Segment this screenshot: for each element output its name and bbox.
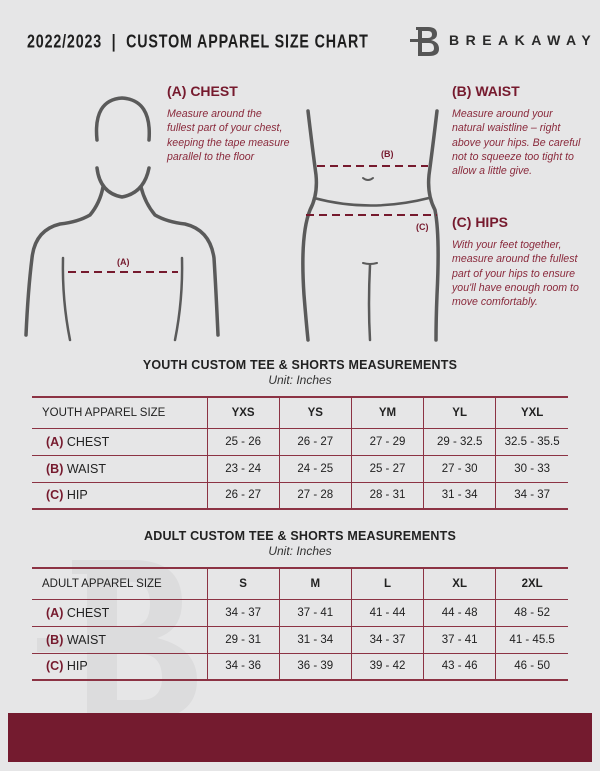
adult-size-table: ADULT APPAREL SIZE S M L XL 2XL (A) CHEST 34 - … bbox=[32, 567, 568, 681]
measurement-value: 34 - 37 bbox=[495, 481, 568, 510]
chest-figure-illustration bbox=[24, 96, 220, 342]
size-column-header: YS bbox=[278, 396, 352, 429]
adult-section-header: ADULT CUSTOM TEE & SHORTS MEASUREMENTS U… bbox=[0, 529, 600, 558]
hips-marker-label: (C) bbox=[416, 222, 429, 232]
adult-table-title: ADULT CUSTOM TEE & SHORTS MEASUREMENTS bbox=[143, 529, 456, 543]
measurement-name: CHEST bbox=[66, 434, 110, 449]
measurement-value: 27 - 29 bbox=[350, 427, 425, 456]
measurement-letter: (B) bbox=[46, 632, 64, 647]
measurement-name: WAIST bbox=[66, 632, 106, 647]
measurement-value: 41 - 45.5 bbox=[495, 625, 568, 654]
size-column-header: S bbox=[206, 567, 280, 600]
youth-unit-label: Unit: Inches bbox=[268, 373, 332, 387]
measurement-value: 27 - 28 bbox=[278, 481, 352, 510]
measurement-value: 31 - 34 bbox=[278, 625, 352, 654]
youth-table-title: YOUTH CUSTOM TEE & SHORTS MEASUREMENTS bbox=[142, 358, 458, 372]
measurement-label: (B) WAIST bbox=[32, 454, 208, 483]
measurement-label: (C) HIP bbox=[32, 481, 208, 510]
measurement-value: 25 - 27 bbox=[350, 454, 425, 483]
table-row: (C) HIP 26 - 27 27 - 28 28 - 31 31 - 34 34 - … bbox=[32, 481, 568, 510]
table-header-row: YOUTH APPAREL SIZE YXS YS YM YL YXL bbox=[32, 396, 568, 429]
page-title: 2022/2023 | CUSTOM APPAREL SIZE CHART bbox=[27, 31, 369, 52]
measurement-value: 29 - 31 bbox=[206, 625, 280, 654]
measurement-value: 28 - 31 bbox=[350, 481, 425, 510]
size-column-header: YXS bbox=[206, 396, 280, 429]
measurement-value: 46 - 50 bbox=[495, 652, 568, 681]
measurement-name: CHEST bbox=[66, 605, 110, 620]
breakaway-logo-icon bbox=[410, 27, 439, 56]
measurement-name: HIP bbox=[66, 488, 88, 503]
table-header-row: ADULT APPAREL SIZE S M L XL 2XL bbox=[32, 567, 568, 600]
measurement-value: 36 - 39 bbox=[278, 652, 352, 681]
measurement-value: 29 - 32.5 bbox=[423, 427, 497, 456]
chest-marker-label: (A) bbox=[117, 257, 130, 267]
measurement-label: (B) WAIST bbox=[32, 625, 208, 654]
size-header-label: ADULT APPAREL SIZE bbox=[32, 567, 208, 600]
table-row: (C) HIP 34 - 36 36 - 39 39 - 42 43 - 46 46 - … bbox=[32, 652, 568, 681]
measurement-value: 30 - 33 bbox=[495, 454, 568, 483]
youth-section-header: YOUTH CUSTOM TEE & SHORTS MEASUREMENTS U… bbox=[0, 358, 600, 387]
table-row: (B) WAIST 29 - 31 31 - 34 34 - 37 37 - 41 41 … bbox=[32, 625, 568, 654]
size-column-header: YM bbox=[350, 396, 425, 429]
hips-heading: (C) HIPS bbox=[452, 214, 508, 230]
waist-marker-label: (B) bbox=[381, 149, 394, 159]
youth-size-table: YOUTH APPAREL SIZE YXS YS YM YL YXL (A) CHEST 2… bbox=[32, 396, 568, 510]
measurement-value: 37 - 41 bbox=[278, 598, 352, 627]
measurement-value: 34 - 37 bbox=[350, 625, 425, 654]
measurement-value: 39 - 42 bbox=[350, 652, 425, 681]
size-column-header: 2XL bbox=[495, 567, 568, 600]
chest-instructions: Measure around the fullest part of your … bbox=[167, 108, 290, 163]
waist-hips-figure-illustration bbox=[301, 109, 440, 342]
measurement-letter: (A) bbox=[46, 605, 64, 620]
waist-heading: (B) WAIST bbox=[452, 83, 520, 99]
measurement-letter: (C) bbox=[46, 488, 64, 503]
measurement-letter: (C) bbox=[46, 659, 64, 674]
waist-instructions: Measure around your natural waistline – … bbox=[452, 108, 581, 178]
brand-name: BREAKAWAY bbox=[449, 32, 598, 48]
size-column-header: XL bbox=[423, 567, 497, 600]
measurement-value: 43 - 46 bbox=[423, 652, 497, 681]
measurement-value: 37 - 41 bbox=[423, 625, 497, 654]
adult-unit-label: Unit: Inches bbox=[268, 544, 332, 558]
measurement-value: 44 - 48 bbox=[423, 598, 497, 627]
measurement-label: (A) CHEST bbox=[32, 598, 208, 627]
measurement-value: 25 - 26 bbox=[206, 427, 280, 456]
size-column-header: M bbox=[278, 567, 352, 600]
measurement-value: 27 - 30 bbox=[423, 454, 497, 483]
table-row: (A) CHEST 25 - 26 26 - 27 27 - 29 29 - 32.5 3… bbox=[32, 427, 568, 456]
measurement-value: 26 - 27 bbox=[206, 481, 280, 510]
measurement-value: 48 - 52 bbox=[495, 598, 568, 627]
measurement-value: 34 - 36 bbox=[206, 652, 280, 681]
chest-heading: (A) CHEST bbox=[167, 83, 238, 99]
size-column-header: YL bbox=[423, 396, 497, 429]
measurement-value: 31 - 34 bbox=[423, 481, 497, 510]
measurement-value: 26 - 27 bbox=[278, 427, 352, 456]
measurement-value: 23 - 24 bbox=[206, 454, 280, 483]
measurement-label: (A) CHEST bbox=[32, 427, 208, 456]
measurement-letter: (B) bbox=[46, 461, 64, 476]
table-row: (B) WAIST 23 - 24 24 - 25 25 - 27 27 - 30 30 … bbox=[32, 454, 568, 483]
measurement-value: 41 - 44 bbox=[350, 598, 425, 627]
measurement-value: 34 - 37 bbox=[206, 598, 280, 627]
measurement-label: (C) HIP bbox=[32, 652, 208, 681]
measurement-value: 24 - 25 bbox=[278, 454, 352, 483]
footer-band bbox=[8, 713, 592, 762]
size-column-header: YXL bbox=[495, 396, 568, 429]
hips-instructions: With your feet together, measure around … bbox=[452, 239, 579, 309]
size-header-label: YOUTH APPAREL SIZE bbox=[32, 396, 208, 429]
table-row: (A) CHEST 34 - 37 37 - 41 41 - 44 44 - 48 48 … bbox=[32, 598, 568, 627]
size-column-header: L bbox=[350, 567, 425, 600]
measurement-letter: (A) bbox=[46, 434, 64, 449]
measurement-name: HIP bbox=[66, 659, 88, 674]
measurement-name: WAIST bbox=[66, 461, 106, 476]
measurement-value: 32.5 - 35.5 bbox=[495, 427, 568, 456]
